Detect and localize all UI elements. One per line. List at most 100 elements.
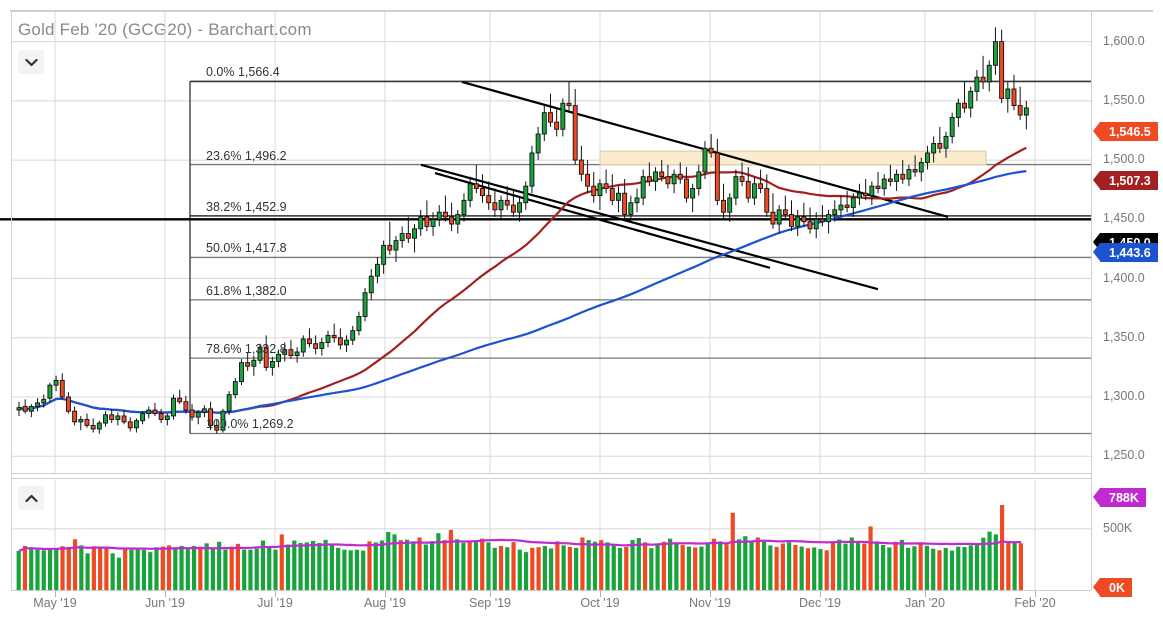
volume-bar bbox=[198, 546, 203, 590]
candlestick bbox=[22, 399, 28, 414]
candle-body bbox=[449, 216, 455, 225]
candle-body bbox=[702, 147, 708, 173]
candle-body bbox=[325, 334, 331, 343]
volume-bar bbox=[461, 542, 466, 590]
candlestick bbox=[751, 176, 757, 206]
candlestick bbox=[776, 205, 782, 234]
volume-bar bbox=[173, 547, 178, 590]
candlestick bbox=[653, 167, 658, 191]
candlestick bbox=[937, 126, 943, 153]
candlestick bbox=[548, 93, 553, 127]
volume-bar bbox=[248, 549, 253, 590]
candlestick bbox=[585, 160, 591, 194]
candlestick bbox=[115, 412, 121, 426]
candle-body bbox=[424, 216, 430, 227]
volume-bar bbox=[981, 537, 986, 590]
candlestick bbox=[850, 193, 856, 217]
volume-moving-average bbox=[18, 538, 1022, 552]
candlestick bbox=[708, 134, 714, 158]
volume-bar bbox=[787, 542, 792, 590]
volume-bar bbox=[699, 546, 704, 590]
candle-body bbox=[387, 244, 393, 251]
volume-bar bbox=[743, 536, 748, 590]
candle-body bbox=[473, 183, 479, 189]
candlestick bbox=[665, 164, 671, 189]
candle-body bbox=[350, 330, 356, 341]
volume-bar bbox=[899, 539, 904, 590]
candlestick bbox=[578, 145, 584, 182]
price-axis-tick: 1,350.0 bbox=[1103, 329, 1145, 344]
volume-bar bbox=[599, 540, 604, 590]
candlestick bbox=[912, 155, 918, 177]
price-plot bbox=[0, 12, 1091, 474]
candle-body bbox=[758, 183, 764, 189]
candlestick bbox=[164, 413, 170, 426]
volume-bar bbox=[210, 548, 215, 590]
candlestick bbox=[733, 169, 739, 206]
candle-body bbox=[782, 209, 788, 216]
candlestick bbox=[628, 195, 634, 222]
candle-body bbox=[257, 346, 263, 361]
candlestick bbox=[714, 138, 720, 206]
volume-bar bbox=[956, 546, 961, 590]
candle-body bbox=[405, 233, 411, 239]
price-panel[interactable] bbox=[0, 12, 1091, 474]
price-axis-tick: 1,300.0 bbox=[1103, 389, 1145, 403]
candlestick bbox=[535, 126, 541, 161]
candle-body bbox=[140, 413, 146, 422]
volume-bar bbox=[636, 538, 641, 590]
candle-body bbox=[838, 204, 844, 211]
volume-bar bbox=[455, 539, 460, 590]
x-axis-tick: Oct '19 bbox=[580, 596, 620, 610]
candlestick bbox=[949, 112, 955, 144]
volume-bar bbox=[79, 545, 84, 590]
candle-body bbox=[881, 178, 887, 189]
volume-bar bbox=[379, 540, 385, 590]
candle-body bbox=[109, 414, 115, 420]
volume-bar bbox=[492, 547, 497, 590]
ma-fast-value-value: 1,507.3 bbox=[1109, 173, 1151, 188]
candlestick bbox=[146, 406, 152, 419]
candle-body bbox=[640, 176, 646, 199]
candle-body bbox=[467, 183, 473, 201]
candlestick bbox=[59, 373, 65, 400]
volume-bar bbox=[16, 550, 21, 590]
candlestick bbox=[504, 186, 510, 210]
volume-plot bbox=[11, 480, 1091, 590]
price-axis-tick: 1,450.0 bbox=[1103, 211, 1145, 226]
candlestick bbox=[968, 86, 974, 118]
candlestick bbox=[782, 195, 788, 220]
volume-bar bbox=[22, 546, 28, 590]
x-axis-tick: Jul '19 bbox=[257, 596, 293, 610]
candlestick bbox=[943, 131, 949, 158]
candlestick bbox=[603, 169, 609, 194]
candle-body bbox=[727, 197, 733, 213]
collapse-price-panel-button[interactable] bbox=[18, 50, 44, 74]
collapse-volume-panel-button[interactable] bbox=[18, 486, 44, 510]
volume-panel[interactable] bbox=[11, 480, 1091, 590]
candlestick bbox=[226, 391, 232, 415]
volume-bar bbox=[223, 549, 228, 590]
volume-bar bbox=[761, 541, 767, 590]
candlestick bbox=[962, 81, 967, 113]
volume-bar bbox=[849, 537, 854, 590]
candlestick bbox=[430, 212, 436, 236]
volume-bar bbox=[191, 546, 197, 590]
candle-body bbox=[337, 337, 343, 346]
candle-body bbox=[690, 188, 696, 199]
candle-body bbox=[665, 176, 671, 185]
volume-bar bbox=[574, 547, 579, 590]
candlestick bbox=[616, 186, 621, 213]
fib-level-label: 0.0% 1,566.4 bbox=[206, 65, 280, 80]
candle-body bbox=[616, 192, 621, 201]
candle-body bbox=[541, 112, 547, 135]
candle-body bbox=[801, 216, 807, 223]
volume-axis-tick: 500K bbox=[1103, 520, 1133, 535]
chevron-up-icon bbox=[24, 494, 38, 502]
candle-body bbox=[671, 173, 677, 185]
candle-body bbox=[968, 90, 974, 109]
volume-bar bbox=[292, 540, 297, 590]
candlestick bbox=[572, 89, 578, 165]
volume-bar bbox=[85, 553, 90, 590]
candle-body bbox=[498, 199, 504, 211]
